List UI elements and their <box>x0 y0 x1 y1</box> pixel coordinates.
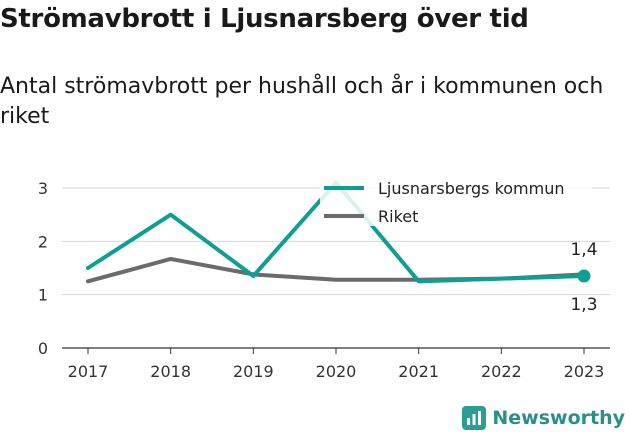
y-tick-label: 3 <box>38 179 48 198</box>
end-point-ljusnarsbergs-kommun <box>577 269 591 283</box>
page-subtitle: Antal strömavbrott per hushåll och år i … <box>0 74 604 129</box>
x-tick-label: 2022 <box>481 362 522 381</box>
y-tick-label: 0 <box>38 339 48 358</box>
x-tick-label: 2018 <box>150 362 191 381</box>
newsworthy-logo: Newsworthy <box>462 406 625 430</box>
end-label-kommun: 1,3 <box>570 295 597 315</box>
x-tick-label: 2023 <box>564 362 605 381</box>
x-tick-label: 2020 <box>316 362 357 381</box>
x-tick-label: 2017 <box>68 362 109 381</box>
legend-label-riket: Riket <box>378 207 418 226</box>
brand-name: Newsworthy <box>492 407 625 429</box>
x-tick-label: 2021 <box>398 362 439 381</box>
end-label-riket: 1,4 <box>570 240 597 260</box>
bar-chart-icon <box>462 406 487 430</box>
page-title: Strömavbrott i Ljusnarsberg över tid <box>0 4 529 34</box>
y-tick-label: 2 <box>38 232 48 251</box>
x-tick-label: 2019 <box>233 362 274 381</box>
legend-label-ljusnarsbergs-kommun: Ljusnarsbergs kommun <box>378 179 565 198</box>
y-tick-label: 1 <box>38 286 48 305</box>
legend-background <box>320 176 592 226</box>
